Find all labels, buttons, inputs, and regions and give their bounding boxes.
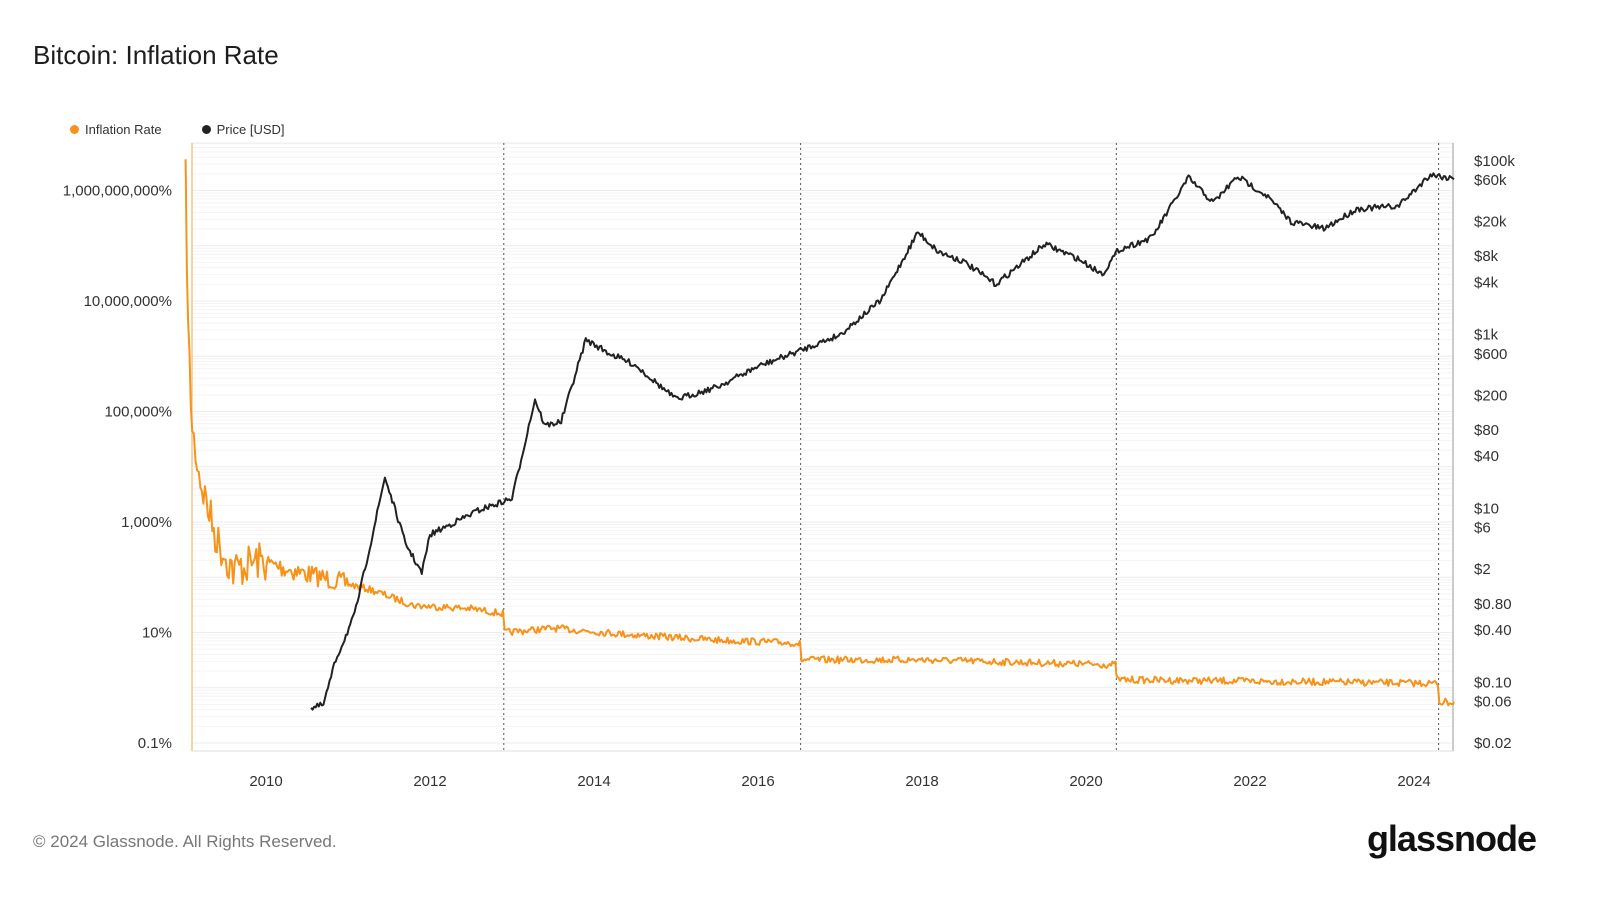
inflation-rate-line — [184, 159, 1456, 707]
y-right-tick-label: $600 — [1474, 346, 1507, 363]
x-tick-label: 2016 — [741, 773, 774, 790]
y-left-tick-label: 1,000,000,000% — [63, 183, 172, 200]
x-tick-label: 2012 — [413, 773, 446, 790]
y-right-tick-label: $1k — [1474, 327, 1499, 344]
y-right-tick-label: $10 — [1474, 500, 1499, 517]
y-right-tick-label: $0.02 — [1474, 735, 1512, 752]
plot-area — [191, 142, 1454, 752]
legend-item-inflation[interactable]: Inflation Rate — [70, 122, 162, 137]
y-right-tick-label: $80 — [1474, 422, 1499, 439]
y-left-tick-label: 1,000% — [121, 514, 172, 531]
x-tick-label: 2022 — [1233, 773, 1266, 790]
y-right-tick-label: $0.40 — [1474, 622, 1512, 639]
y-left-tick-label: 10,000,000% — [84, 293, 172, 310]
y-right-tick-label: $200 — [1474, 387, 1507, 404]
y-right-tick-label: $6 — [1474, 520, 1491, 537]
copyright-footer: © 2024 Glassnode. All Rights Reserved. — [33, 832, 337, 851]
chart-title: Bitcoin: Inflation Rate — [33, 40, 279, 70]
x-tick-label: 2010 — [249, 773, 282, 790]
legend: Inflation Rate Price [USD] — [70, 122, 285, 137]
y-right-tick-label: $4k — [1474, 274, 1499, 291]
glassnode-logo: glassnode — [1366, 818, 1537, 859]
x-tick-label: 2014 — [577, 773, 610, 790]
legend-dot-price — [201, 125, 211, 134]
x-tick-label: 2024 — [1397, 773, 1430, 790]
y-left-tick-label: 0.1% — [138, 735, 172, 752]
y-right-tick-label: $0.10 — [1474, 674, 1512, 691]
y-right-tick-label: $2 — [1474, 561, 1491, 578]
legend-dot-inflation — [70, 125, 79, 134]
y-right-tick-label: $0.06 — [1474, 694, 1512, 711]
legend-label-price: Price [USD] — [216, 122, 285, 137]
y-right-tick-label: $60k — [1474, 172, 1507, 189]
legend-item-price[interactable]: Price [USD] — [201, 122, 285, 137]
y-right-tick-label: $20k — [1474, 214, 1507, 231]
x-tick-label: 2018 — [905, 773, 938, 790]
y-right-tick-label: $8k — [1474, 248, 1499, 265]
x-tick-label: 2020 — [1069, 773, 1102, 790]
price-line — [310, 172, 1455, 711]
y-right-tick-label: $100k — [1474, 153, 1515, 170]
y-left-tick-label: 10% — [142, 625, 172, 642]
y-right-tick-label: $0.80 — [1474, 596, 1512, 613]
y-left-tick-label: 100,000% — [104, 404, 172, 421]
legend-label-inflation: Inflation Rate — [85, 122, 162, 137]
y-right-tick-label: $40 — [1474, 448, 1499, 465]
